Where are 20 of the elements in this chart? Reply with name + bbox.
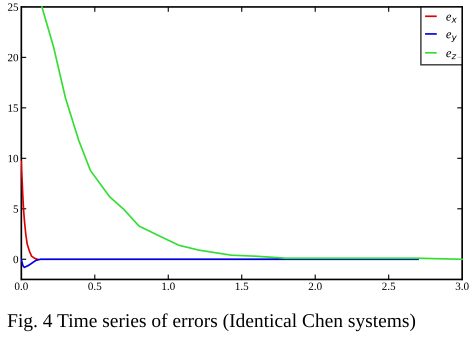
y-tick-label: 15 [8, 104, 18, 112]
x-tick-label: 3.0 [456, 282, 469, 290]
line-series [20, 258, 419, 268]
x-tick-label: 1.5 [236, 282, 248, 290]
y-tick-label: 0 [13, 256, 18, 264]
legend-label: e$_{y}$ [446, 32, 457, 42]
x-tick-label: 0.5 [88, 282, 102, 290]
line-series [20, 160, 38, 260]
y-tick-label: 25 [8, 3, 18, 11]
x-tick-label: 2.0 [308, 282, 322, 290]
x-tick-label: 2.5 [382, 282, 396, 290]
y-tick-label: 20 [8, 54, 18, 62]
line-series [41, 6, 463, 260]
y-tick-label: 5 [14, 205, 18, 213]
legend-label: e$_{z}$ [446, 51, 456, 60]
y-tick-label: 10 [8, 154, 18, 162]
x-tick-label: 1.0 [162, 282, 175, 290]
caption: Fig. 4 Time series of errors (Identical Chen systems) [8, 313, 416, 332]
x-tick-label: 0.0 [14, 282, 28, 290]
legend-label: e$_{x}$ [446, 14, 457, 23]
